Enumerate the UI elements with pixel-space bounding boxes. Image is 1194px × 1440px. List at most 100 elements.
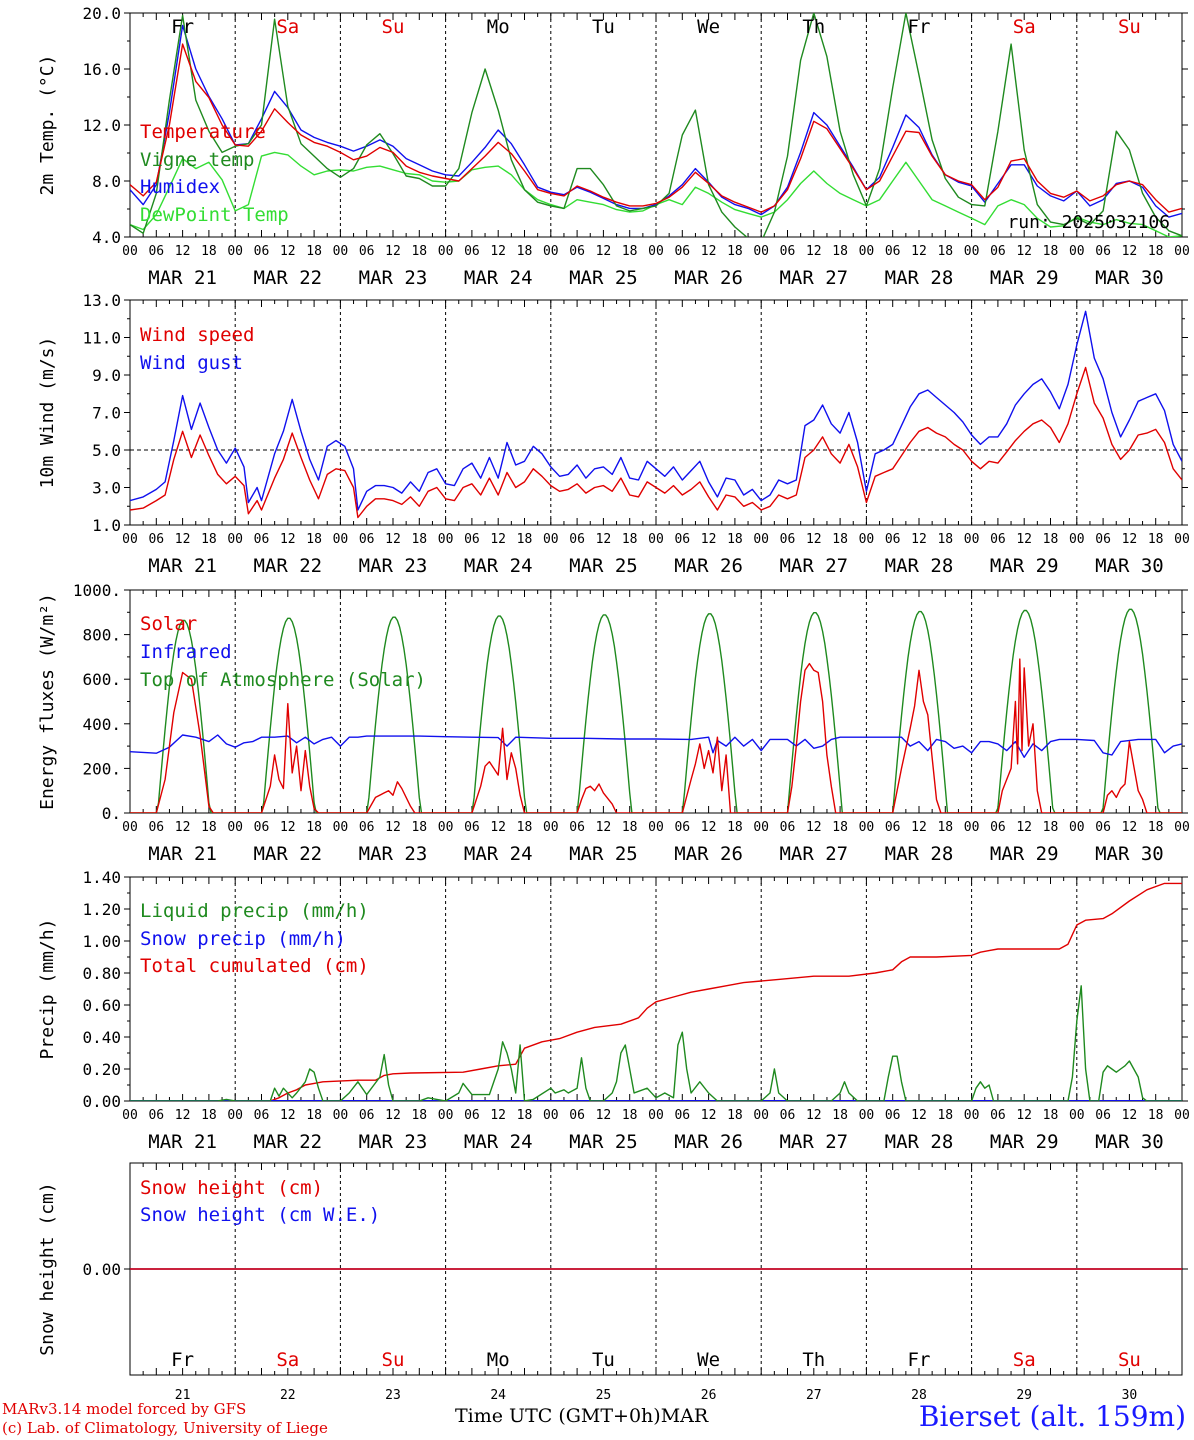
plot-frame bbox=[129, 299, 1183, 526]
hour-tick-label: 18 bbox=[727, 244, 743, 259]
panel-wind: 1.0 3.0 5.0 7.0 9.0 11.0 13.0 10m Wind (m/s) Win… bbox=[37, 291, 1190, 577]
hour-tick-label: 12 bbox=[1016, 532, 1032, 547]
day-name-bottom: Mo bbox=[487, 1349, 510, 1371]
legend-entry: Snow height (cm) bbox=[140, 1177, 323, 1199]
date-label: MAR 25 bbox=[569, 555, 638, 577]
date-label: MAR 27 bbox=[779, 267, 848, 289]
hour-tick-label: 06 bbox=[148, 532, 164, 547]
hour-tick-label: 12 bbox=[1016, 820, 1032, 835]
hour-tick-label: 06 bbox=[464, 1108, 480, 1123]
y-tick-label: 8.0 bbox=[92, 172, 121, 191]
hour-tick-label: 18 bbox=[832, 1108, 848, 1123]
hour-tick-label: 00 bbox=[438, 1108, 454, 1123]
hour-tick-label: 18 bbox=[622, 1108, 638, 1123]
station-name: Bierset (alt. 159m) bbox=[918, 1400, 1186, 1433]
y-tick-label: 20.0 bbox=[82, 4, 121, 23]
hour-tick-label: 06 bbox=[780, 244, 796, 259]
hour-tick-label: 06 bbox=[674, 244, 690, 259]
hour-tick-label: 06 bbox=[885, 1108, 901, 1123]
legend-entry: Humidex bbox=[140, 176, 220, 198]
hour-tick-label: 12 bbox=[911, 820, 927, 835]
hour-tick-label: 12 bbox=[385, 244, 401, 259]
y-tick-label: 600. bbox=[82, 670, 121, 689]
day-name-label: Su bbox=[1118, 16, 1141, 38]
hour-tick-label: 00 bbox=[964, 820, 980, 835]
hour-tick-label: 12 bbox=[911, 532, 927, 547]
y-tick-label: 1.40 bbox=[82, 868, 121, 887]
y-tick-label: 11.0 bbox=[82, 329, 121, 348]
day-number-label: 22 bbox=[280, 1388, 296, 1403]
hour-tick-label: 12 bbox=[806, 1108, 822, 1123]
y-tick-label: 1.0 bbox=[92, 516, 121, 535]
hour-tick-label: 18 bbox=[1148, 820, 1164, 835]
hour-tick-label: 18 bbox=[1148, 532, 1164, 547]
date-label: MAR 28 bbox=[885, 555, 954, 577]
hour-tick-label: 18 bbox=[937, 244, 953, 259]
hour-tick-label: 00 bbox=[333, 244, 349, 259]
legend-entry: Top of Atmosphere (Solar) bbox=[140, 669, 426, 691]
hour-tick-label: 06 bbox=[674, 820, 690, 835]
date-label: MAR 24 bbox=[464, 1131, 533, 1153]
plot-frame bbox=[129, 589, 1183, 814]
day-name-bottom: Fr bbox=[171, 1349, 194, 1371]
date-label: MAR 22 bbox=[253, 843, 322, 865]
hour-tick-label: 12 bbox=[701, 244, 717, 259]
panel-snow: 0.00 Snow height (cm) Snow height (cm) Snow… bbox=[37, 1162, 1188, 1376]
hour-tick-label: 18 bbox=[622, 820, 638, 835]
hour-tick-label: 12 bbox=[175, 820, 191, 835]
hour-tick-label: 00 bbox=[859, 1108, 875, 1123]
day-name-bottom: Tu bbox=[592, 1349, 615, 1371]
hour-tick-label: 18 bbox=[1043, 1108, 1059, 1123]
hour-tick-label: 00 bbox=[859, 532, 875, 547]
y-axis-label: Energy fluxes (W/m²) bbox=[37, 593, 58, 810]
date-label: MAR 28 bbox=[885, 843, 954, 865]
hour-tick-label: 06 bbox=[885, 244, 901, 259]
hour-tick-label: 12 bbox=[280, 820, 296, 835]
y-tick-label: 0.80 bbox=[82, 964, 121, 983]
hour-tick-label: 18 bbox=[1043, 532, 1059, 547]
hour-tick-label: 00 bbox=[438, 820, 454, 835]
hour-tick-label: 00 bbox=[648, 820, 664, 835]
time-axis-title: Time UTC (GMT+0h)MAR bbox=[455, 1405, 708, 1427]
hour-tick-label: 00 bbox=[859, 820, 875, 835]
y-tick-label: 0.20 bbox=[82, 1060, 121, 1079]
legend-entry: Snow precip (mm/h) bbox=[140, 928, 346, 950]
hour-tick-label: 06 bbox=[359, 1108, 375, 1123]
day-name-label: Fr bbox=[171, 16, 194, 38]
hour-tick-label: 18 bbox=[1043, 820, 1059, 835]
series-line-total-cumulated-cm- bbox=[130, 882, 1182, 1101]
hour-tick-label: 06 bbox=[569, 532, 585, 547]
hour-tick-label: 00 bbox=[122, 244, 138, 259]
date-label: MAR 24 bbox=[464, 843, 533, 865]
y-axis-label: 10m Wind (m/s) bbox=[37, 337, 58, 489]
hour-tick-label: 00 bbox=[964, 532, 980, 547]
hour-tick-label: 00 bbox=[227, 532, 243, 547]
hour-tick-label: 06 bbox=[1095, 820, 1111, 835]
hour-tick-label: 00 bbox=[753, 820, 769, 835]
day-name-label: Su bbox=[382, 16, 405, 38]
hour-tick-label: 18 bbox=[201, 1108, 217, 1123]
hour-tick-label: 00 bbox=[859, 244, 875, 259]
hour-tick-label: 06 bbox=[359, 244, 375, 259]
y-axis-label: Precip (mm/h) bbox=[37, 919, 58, 1060]
day-name-bottom: Fr bbox=[908, 1349, 931, 1371]
hour-tick-label: 00 bbox=[227, 1108, 243, 1123]
hour-tick-label: 12 bbox=[596, 820, 612, 835]
date-label: MAR 24 bbox=[464, 555, 533, 577]
hour-tick-label: 00 bbox=[122, 1108, 138, 1123]
day-number-label: 30 bbox=[1122, 1388, 1138, 1403]
hour-tick-label: 12 bbox=[280, 1108, 296, 1123]
hour-tick-label: 12 bbox=[1122, 820, 1138, 835]
hour-tick-label: 12 bbox=[701, 820, 717, 835]
hour-tick-label: 18 bbox=[832, 820, 848, 835]
hour-tick-label: 12 bbox=[806, 820, 822, 835]
panel-temperature: 4.0 8.0 12.0 16.0 20.0 2m Temp. (°C) Temperatu… bbox=[37, 4, 1190, 289]
hour-tick-label: 06 bbox=[1095, 244, 1111, 259]
date-label: MAR 25 bbox=[569, 843, 638, 865]
hour-tick-label: 18 bbox=[727, 532, 743, 547]
date-label: MAR 29 bbox=[990, 843, 1059, 865]
hour-tick-label: 18 bbox=[517, 532, 533, 547]
hour-tick-label: 12 bbox=[1122, 1108, 1138, 1123]
y-tick-label: 1.00 bbox=[82, 932, 121, 951]
y-tick-label: 0.60 bbox=[82, 996, 121, 1015]
